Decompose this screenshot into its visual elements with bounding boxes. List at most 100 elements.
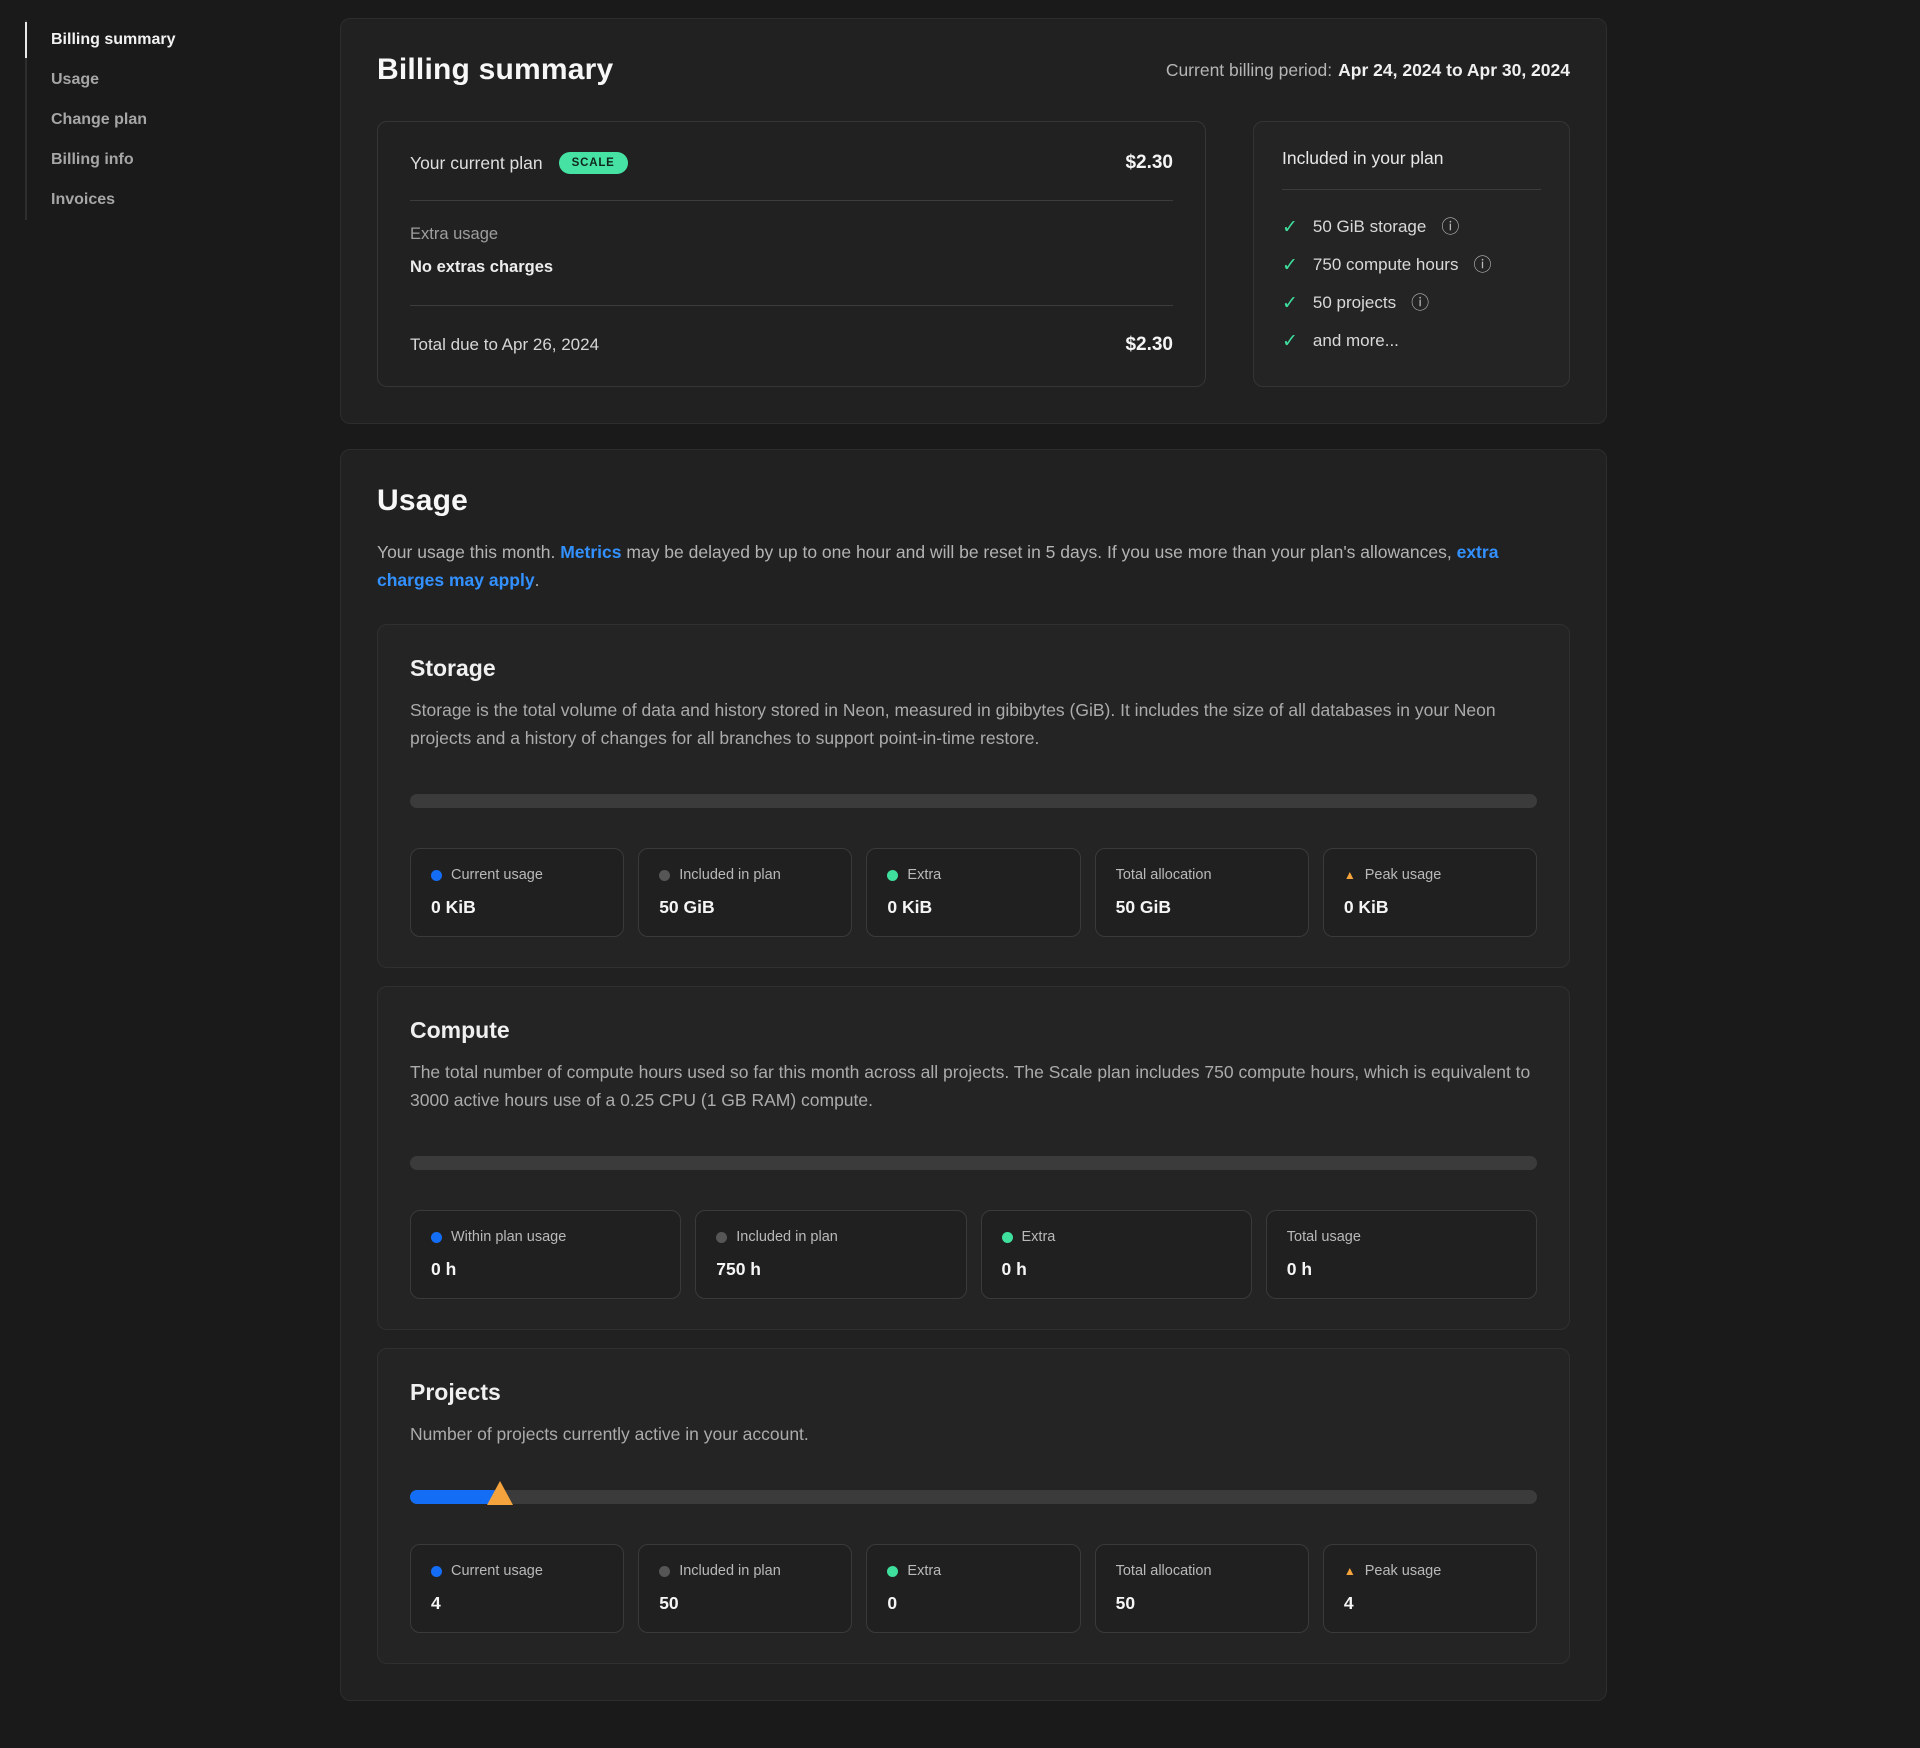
compute-section-title: Compute — [410, 1017, 510, 1043]
blue-dot-icon — [431, 869, 442, 881]
page-title: Billing summary — [377, 53, 614, 86]
stat-value: 750 h — [716, 1259, 761, 1279]
compute-stats: Within plan usage 0 h Included in plan 7… — [410, 1210, 1537, 1299]
usage-intro-text: . — [534, 570, 540, 590]
stat-current-usage: Current usage 0 KiB — [410, 848, 625, 937]
check-icon: ✓ — [1282, 292, 1298, 314]
compute-section: Compute The total number of compute hour… — [377, 986, 1570, 1330]
info-icon[interactable]: ⓘ — [1441, 217, 1460, 237]
extra-usage-value: No extras charges — [410, 258, 554, 276]
stat-label: Current usage — [451, 867, 543, 883]
usage-card: Usage Your usage this month. Metrics may… — [340, 449, 1607, 1701]
main-content: Billing summary Current billing period: A… — [340, 18, 1607, 1701]
info-icon[interactable]: ⓘ — [1411, 293, 1430, 313]
current-plan-card: Your current plan SCALE $2.30 Extra usag… — [377, 121, 1206, 387]
stat-value: 0 — [887, 1593, 898, 1613]
projects-section-description: Number of projects currently active in y… — [410, 1424, 809, 1444]
included-item-label: 750 compute hours — [1312, 255, 1459, 274]
stat-value: 0 KiB — [887, 897, 933, 917]
usage-intro-text: may be delayed by up to one hour and wil… — [621, 542, 1457, 562]
sidebar-item-change-plan[interactable]: Change plan — [51, 111, 148, 128]
stat-value: 0 h — [1286, 1259, 1313, 1279]
plan-badge: SCALE — [558, 152, 628, 174]
current-plan-label: Your current plan — [410, 152, 543, 173]
stat-label: Extra — [1021, 1229, 1056, 1245]
stat-peak-usage: ▲ Peak usage 0 KiB — [1322, 848, 1538, 937]
projects-progress-fill — [410, 1490, 501, 1504]
stat-label: Total allocation — [1115, 1563, 1212, 1579]
peak-triangle-icon: ▲ — [1343, 1564, 1356, 1578]
stat-label: Total allocation — [1115, 867, 1212, 883]
compute-progress-bar — [410, 1156, 1537, 1170]
stat-label: Peak usage — [1364, 1563, 1442, 1579]
usage-intro-text: Your usage this month. — [377, 542, 561, 562]
sidebar-item-billing-summary[interactable]: Billing summary — [25, 20, 340, 60]
stat-label: Included in plan — [679, 867, 781, 883]
stat-label: Extra — [907, 867, 942, 883]
gray-dot-icon — [716, 1231, 728, 1243]
stat-extra: Extra 0 KiB — [866, 848, 1081, 937]
stat-value: 50 — [659, 1593, 679, 1613]
billing-period: Current billing period: Apr 24, 2024 to A… — [1166, 60, 1570, 81]
included-item-projects: ✓ 50 projects ⓘ — [1282, 284, 1541, 322]
current-plan-row: Your current plan SCALE $2.30 — [378, 122, 1205, 200]
blue-dot-icon — [431, 1231, 442, 1243]
extra-charges-link[interactable]: extra charges may apply — [377, 542, 1499, 590]
billing-summary-body: Your current plan SCALE $2.30 Extra usag… — [377, 121, 1570, 387]
billing-period-label: Current billing period: — [1165, 59, 1333, 80]
stat-within-plan-usage: Within plan usage 0 h — [410, 1210, 682, 1299]
included-item-label: and more... — [1312, 331, 1399, 350]
divider — [410, 305, 1173, 306]
total-due-row: Total due to Apr 26, 2024 $2.30 — [378, 306, 1205, 386]
included-item-compute: ✓ 750 compute hours ⓘ — [1282, 246, 1541, 284]
storage-progress-bar — [410, 794, 1537, 808]
divider — [410, 200, 1173, 201]
stat-peak-usage: ▲ Peak usage 4 — [1322, 1544, 1538, 1633]
included-item-label: 50 projects — [1312, 293, 1397, 312]
extra-usage-block: Extra usage No extras charges — [378, 201, 1205, 305]
billing-page: Billing summary Usage Change plan Billin… — [25, 18, 1607, 1701]
stat-included-in-plan: Included in plan 50 — [638, 1544, 853, 1633]
info-icon[interactable]: ⓘ — [1473, 255, 1492, 275]
metrics-link[interactable]: Metrics — [560, 542, 622, 562]
sidebar-item-billing-info[interactable]: Billing info — [51, 151, 134, 168]
stat-label: Included in plan — [679, 1563, 781, 1579]
stat-label: Total usage — [1286, 1229, 1361, 1245]
stat-label: Included in plan — [736, 1229, 838, 1245]
sidebar-item-invoices[interactable]: Invoices — [51, 191, 116, 208]
stat-extra: Extra 0 h — [980, 1210, 1252, 1299]
gray-dot-icon — [659, 869, 671, 881]
billing-period-value: Apr 24, 2024 to Apr 30, 2024 — [1338, 59, 1570, 80]
green-dot-icon — [887, 869, 899, 881]
billing-nav: Billing summary Usage Change plan Billin… — [25, 20, 340, 220]
stat-current-usage: Current usage 4 — [410, 1544, 625, 1633]
stat-label: Current usage — [451, 1563, 543, 1579]
stat-value: 4 — [431, 1593, 441, 1613]
stat-total-usage: Total usage 0 h — [1265, 1210, 1537, 1299]
included-item-storage: ✓ 50 GiB storage ⓘ — [1282, 208, 1541, 246]
projects-progress-bar — [410, 1481, 1537, 1505]
billing-summary-header: Billing summary Current billing period: A… — [377, 53, 1570, 87]
included-in-plan-panel: Included in your plan ✓ 50 GiB storage ⓘ… — [1253, 121, 1570, 387]
sidebar-item-usage[interactable]: Usage — [51, 71, 100, 88]
blue-dot-icon — [431, 1565, 442, 1577]
stat-value: 0 h — [1001, 1259, 1027, 1279]
storage-section-description: Storage is the total volume of data and … — [410, 700, 1496, 748]
check-icon: ✓ — [1282, 330, 1298, 352]
stat-label: Extra — [907, 1563, 942, 1579]
storage-stats: Current usage 0 KiB Included in plan 50 … — [410, 848, 1538, 937]
stat-total-allocation: Total allocation 50 GiB — [1094, 848, 1309, 937]
stat-value: 50 — [1115, 1593, 1136, 1613]
billing-summary-card: Billing summary Current billing period: A… — [340, 18, 1607, 424]
stat-label: Peak usage — [1364, 867, 1442, 883]
compute-section-description: The total number of compute hours used s… — [410, 1062, 1531, 1110]
stat-value: 0 KiB — [1343, 897, 1389, 917]
included-list: ✓ 50 GiB storage ⓘ ✓ 750 compute hours ⓘ… — [1282, 208, 1541, 360]
peak-marker-icon — [487, 1481, 514, 1505]
check-icon: ✓ — [1282, 254, 1298, 276]
stat-label: Within plan usage — [451, 1229, 567, 1245]
stat-value: 4 — [1343, 1593, 1354, 1613]
storage-section-title: Storage — [410, 655, 496, 681]
divider — [1282, 189, 1541, 190]
stat-value: 0 KiB — [431, 897, 476, 917]
